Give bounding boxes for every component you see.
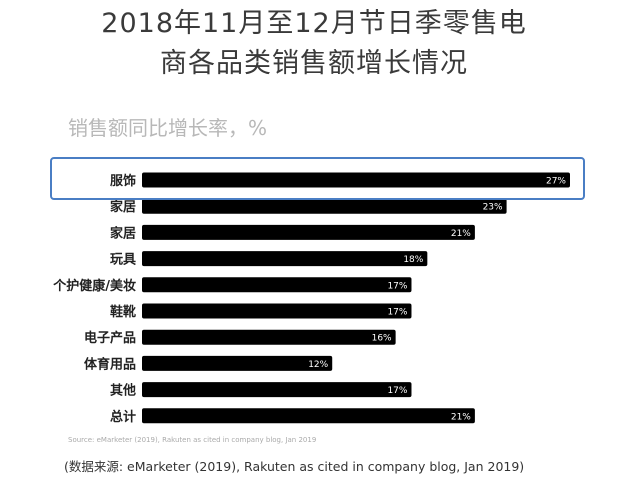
bar-value-label: 17% (387, 386, 407, 396)
bar (142, 329, 396, 345)
bar (142, 277, 412, 293)
bar-value-label: 17% (387, 308, 407, 318)
bar-value-label: 23% (483, 203, 503, 213)
chart-title: 2018年11月至12月节日季零售电 商各品类销售额增长情况 (0, 4, 628, 84)
category-label: 总计 (110, 409, 136, 425)
highlight-box (50, 157, 585, 200)
bar (142, 382, 412, 398)
bar-value-label: 27% (546, 177, 566, 187)
bar-value-label: 16% (372, 334, 392, 344)
category-label: 玩具 (110, 253, 136, 268)
source-note: (数据来源: eMarketer (2019), Rakuten as cite… (64, 459, 525, 474)
bar-value-label: 21% (451, 412, 471, 422)
chart-title-line-1: 2018年11月至12月节日季零售电 (101, 8, 527, 39)
bar (142, 172, 570, 188)
category-label: 其他 (110, 383, 136, 399)
bar (142, 303, 412, 319)
bar-value-label: 21% (451, 229, 471, 239)
chart-subtitle: 销售额同比增长率，% (68, 116, 268, 140)
source-note-small: Source: eMarketer (2019), Rakuten as cit… (68, 436, 317, 444)
bar-value-label: 17% (387, 281, 407, 291)
bar (142, 224, 475, 240)
category-label: 家居 (110, 225, 136, 241)
bar-value-label: 18% (403, 255, 423, 265)
category-label: 体育用品 (84, 356, 136, 372)
bar (142, 408, 475, 424)
category-label: 鞋靴 (110, 304, 136, 320)
category-label: 服饰 (110, 173, 136, 189)
bar (142, 251, 428, 267)
category-label: 电子产品 (84, 330, 136, 346)
category-label: 个护健康/美妆 (52, 278, 136, 294)
category-label: 家居 (110, 199, 136, 215)
bar (142, 355, 333, 371)
bar (142, 198, 507, 214)
bar-value-label: 12% (308, 360, 328, 370)
chart-title-line-2: 商各品类销售额增长情况 (160, 48, 468, 79)
